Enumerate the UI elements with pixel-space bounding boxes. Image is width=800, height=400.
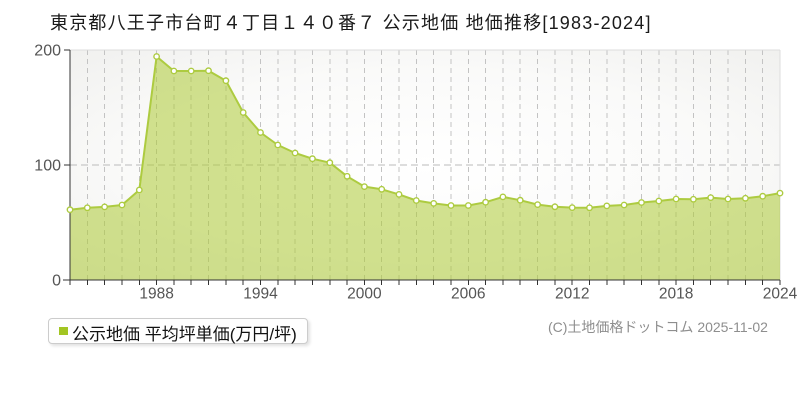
svg-text:100: 100	[34, 158, 61, 175]
svg-text:1988: 1988	[139, 286, 173, 303]
svg-text:2012: 2012	[555, 286, 589, 303]
svg-text:2000: 2000	[347, 286, 382, 303]
svg-text:1994: 1994	[243, 286, 278, 303]
svg-text:2024: 2024	[763, 286, 798, 303]
svg-text:200: 200	[34, 43, 61, 60]
svg-text:2018: 2018	[659, 286, 693, 303]
svg-text:2006: 2006	[451, 286, 485, 303]
svg-text:0: 0	[52, 273, 61, 290]
